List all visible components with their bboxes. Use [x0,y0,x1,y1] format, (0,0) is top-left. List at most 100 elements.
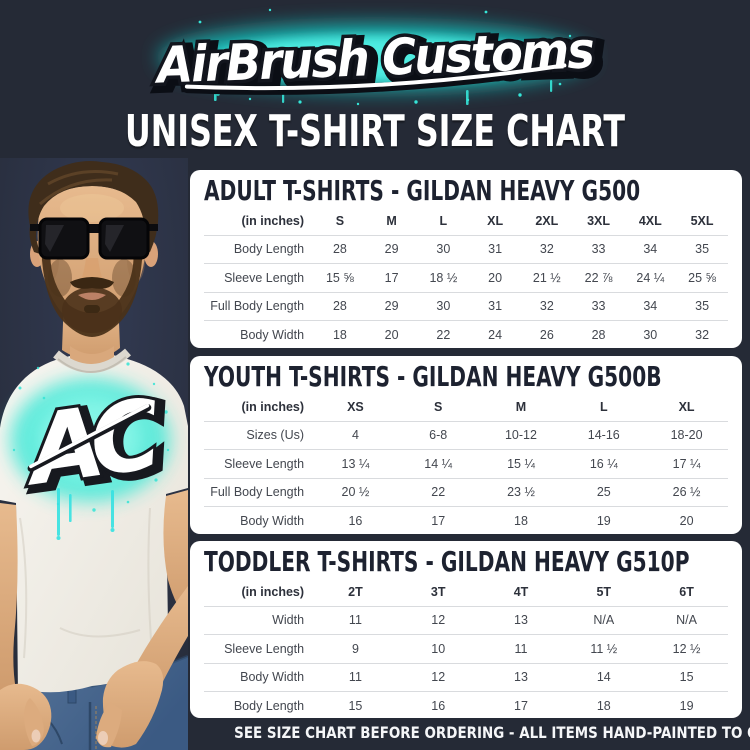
measure-value: 33 [591,242,606,256]
measure-value: 29 [384,242,399,256]
size-column-header: S [335,213,345,228]
size-column-header: 4XL [638,213,662,228]
measure-value: 17 [514,698,528,713]
measure-value: 20 [488,270,503,285]
size-column-header: 2XL [535,213,559,228]
measure-value: 19 [596,513,611,528]
measure-value: 25 ⅝ [688,270,716,285]
measure-value: 34 [643,242,658,256]
size-table-youth: (in inches) XS S M L XL Sizes (Us) 4 6-8 10-12 14-… [204,393,728,534]
measure-value: 13 ¼ [341,456,370,471]
model-hands [0,661,164,750]
measure-label: Width [272,613,305,627]
measure-value: 20 [384,327,399,342]
size-table-panel-adult: ADULT T-SHIRTS - GILDAN HEAVY G500 (in i… [190,170,742,348]
size-column-header: S [434,399,443,414]
measure-value: 35 [695,242,710,256]
measure-label: Full Body Length [210,299,305,313]
measure-value: 16 ¼ [589,456,618,471]
measure-label: Sleeve Length [224,456,305,471]
measure-value: 11 [348,613,362,627]
table-title-adult: ADULT T-SHIRTS - GILDAN HEAVY G500 [204,174,641,207]
size-column-header: XL [678,399,695,414]
measure-value: 15 ⅝ [325,270,354,285]
measure-value: 23 ½ [507,485,535,499]
measure-value: 26 [539,327,554,342]
measure-value: 30 [643,327,658,342]
measure-label: Sleeve Length [224,641,305,656]
measure-value: 32 [695,327,710,342]
size-table-adult: (in inches) S M L XL 2XL 3XL 4XL 5XL Body Length 2… [204,207,728,348]
measure-value: 14 ¼ [424,456,453,471]
measure-value: 12 [431,613,446,627]
measure-value: 28 [332,242,347,256]
measure-value: 34 [643,299,658,313]
model-photo: AC AC [0,158,188,750]
measure-value: 14 [596,670,611,684]
measure-value: 22 [436,327,451,342]
measure-value: 15 [679,670,694,684]
measure-value: 32 [539,242,554,256]
measure-value: 26 ½ [672,485,701,499]
measure-value: 18 ½ [429,270,458,285]
measure-value: 31 [488,299,503,313]
measure-value: 30 [436,299,451,313]
measure-row: Sizes (Us) 4 6-8 10-12 14-16 18-20 [204,421,728,450]
measure-value: N/A [676,613,697,627]
size-column-header: M [515,399,527,414]
measure-row: Body Width 11 12 13 14 15 [204,663,728,692]
measure-value: 21 ½ [532,270,561,285]
model-hair [28,161,159,254]
measure-row: Body Length 28 29 30 31 32 33 34 35 [204,235,728,264]
size-column-header: 5XL [690,213,714,228]
size-table-panel-toddler: TODDLER T-SHIRTS - GILDAN HEAVY G510P (i… [190,541,742,718]
model-beard [42,238,142,337]
measure-value: 24 [488,327,503,342]
size-column-header: L [439,213,448,228]
page-title: UNISEX T-SHIRT SIZE CHART [125,106,625,157]
measure-value: 18 [514,513,528,528]
logo-teal-glow [160,24,590,90]
unit-label: (in inches) [241,584,305,599]
size-table-toddler: (in inches) 2T 3T 4T 5T 6T Width 11 12 13 N/A N/A Sl… [204,578,728,718]
measure-value: 28 [591,327,606,342]
measure-value: 28 [332,299,347,313]
measure-value: 12 [431,670,446,684]
unit-label: (in inches) [241,213,305,228]
measure-row: Body Length 15 16 17 18 19 [204,691,728,719]
size-header-row: (in inches) S M L XL 2XL 3XL 4XL 5XL [204,207,728,235]
measure-label: Sizes (Us) [246,428,305,442]
measure-value: 15 ¼ [507,456,535,471]
measure-row: Full Body Length 28 29 30 31 32 33 34 35 [204,292,728,321]
measure-label: Body Length [233,242,305,256]
size-header-row: (in inches) XS S M L XL [204,393,728,421]
sunglasses [30,217,158,260]
measure-value: 22 [431,485,446,499]
size-header-row: (in inches) 2T 3T 4T 5T 6T [204,578,728,606]
size-column-header: 3XL [587,213,611,228]
measure-value: 20 [679,513,694,528]
measure-value: 33 [591,299,606,313]
measure-value: 22 ⅞ [584,270,613,285]
measure-label: Body Length [233,698,305,713]
measure-value: N/A [593,613,615,627]
measure-value: 29 [384,299,399,313]
measure-value: 11 ½ [590,641,618,656]
measure-value: 18 [596,698,611,713]
size-column-header: XL [487,213,504,228]
measure-value: 14-16 [587,428,620,442]
measure-row: Full Body Length 20 ½ 22 23 ½ 25 26 ½ [204,478,728,507]
model-illustration: AC AC [0,158,188,750]
size-column-header: 5T [596,584,612,599]
table-title-toddler: TODDLER T-SHIRTS - GILDAN HEAVY G510P [204,545,690,578]
size-column-header: 4T [513,584,529,599]
measure-value: 24 ¼ [636,270,665,285]
measure-value: 16 [348,513,363,528]
measure-row: Sleeve Length 13 ¼ 14 ¼ 15 ¼ 16 ¼ 17 ¼ [204,449,728,479]
size-table-panel-youth: YOUTH T-SHIRTS - GILDAN HEAVY G500B (in … [190,356,742,534]
measure-value: 15 [348,698,363,713]
measure-row: Body Width 16 17 18 19 20 [204,506,728,535]
size-column-header: 6T [679,584,694,599]
measure-value: 10 [431,641,446,656]
